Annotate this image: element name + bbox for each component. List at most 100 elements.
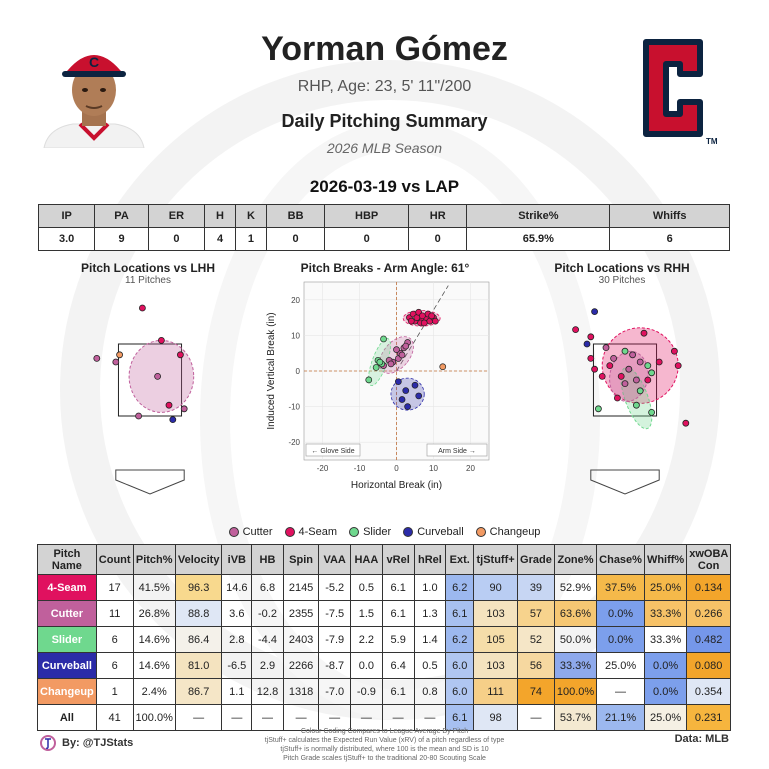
stats-cell-zone: 53.7% xyxy=(553,704,598,731)
pitch-point xyxy=(583,340,591,348)
stats-row-curveball: Curveball 6 14.6% 81.0 -6.5 2.9 2266 -8.7 0.0 6.4… xyxy=(37,652,731,679)
stats-cell-count: 11 xyxy=(95,600,134,627)
stats-cell-ext: 6.0 xyxy=(445,652,475,679)
stats-cell-zone: 50.0% xyxy=(553,626,598,653)
game-title: 2026-03-19 vs LAP xyxy=(309,177,460,196)
stats-cell-vaa: -7.5 xyxy=(318,600,352,627)
legend-label: Slider xyxy=(363,526,392,538)
stats-header-hb: HB xyxy=(251,544,284,575)
footer-data-source: Data: MLB xyxy=(674,733,729,745)
pitch-point xyxy=(648,369,655,377)
stats-cell-vrel: 6.1 xyxy=(381,678,415,705)
stats-cell-vrel: — xyxy=(381,704,415,731)
stats-cell-count: 17 xyxy=(95,574,134,601)
pitch-point xyxy=(602,344,610,351)
pitch-point xyxy=(674,362,682,369)
y-tick-label: 0 xyxy=(296,367,301,376)
pitch-point xyxy=(648,409,655,416)
summary-value-h: 4 xyxy=(204,227,236,251)
footer-credit: By: @TJStats xyxy=(40,735,133,751)
stats-cell-velocity: 81.0 xyxy=(174,652,223,679)
glove-side-box xyxy=(305,443,361,457)
break-point-4seam xyxy=(432,317,439,325)
y-tick-label: 20 xyxy=(291,296,300,305)
pitch-point xyxy=(625,365,633,373)
break-point-curveball xyxy=(402,387,410,394)
stats-pitch-name: All xyxy=(37,704,97,731)
stats-cell-velocity: 96.3 xyxy=(174,574,223,601)
pitch-point xyxy=(670,347,678,355)
stats-cell-chase: 37.5% xyxy=(596,574,645,601)
pitch-stats-table: Pitch Name Count Pitch% Velocity iVB HB Spin VA… xyxy=(37,544,731,731)
stats-cell-whiff: 0.0% xyxy=(643,678,688,705)
stats-cell-ivb: — xyxy=(221,704,253,731)
stats-cell-count: 6 xyxy=(95,652,134,679)
stats-cell-hb: 2.9 xyxy=(251,652,284,679)
pitch-point xyxy=(591,365,598,373)
legend-dot xyxy=(403,527,414,537)
stats-header-ext: Ext. xyxy=(445,544,475,575)
report-title: Daily Pitching Summary xyxy=(281,111,488,131)
legend-item-4seam: 4-Seam xyxy=(284,526,337,538)
pitch-point xyxy=(617,373,625,380)
pitch-point xyxy=(177,351,184,359)
stats-cell-vaa: -8.7 xyxy=(318,652,352,679)
player-headshot: C xyxy=(38,38,150,148)
stats-cell-zone: 63.6% xyxy=(553,600,598,627)
pitch-point xyxy=(135,412,142,420)
stats-cell-spin: 1318 xyxy=(282,678,320,705)
stats-cell-whiff: 25.0% xyxy=(643,704,688,731)
stats-cell-pitch: 26.8% xyxy=(132,600,176,627)
legend-label: Curveball xyxy=(417,526,464,538)
footer-note-4: Pitch Grade scales tjStuff+ to the tradi… xyxy=(283,755,486,762)
stats-cell-xwobacon: 0.231 xyxy=(686,704,731,731)
summary-header-k: K xyxy=(234,204,267,228)
pitch-point xyxy=(595,405,602,413)
stats-cell-zone: 52.9% xyxy=(553,574,598,601)
footer-notes: Colour Coding Compares to League Average… xyxy=(0,727,769,763)
pitch-point xyxy=(139,304,146,312)
break-point-curveball xyxy=(404,403,411,410)
stats-cell-spin: 2403 xyxy=(282,626,320,653)
footer-note-2: tjStuff+ calculates the Expected Run Val… xyxy=(264,737,505,744)
pitch-point xyxy=(614,394,621,402)
stats-cell-hrel: 1.3 xyxy=(413,600,447,627)
pitch-point xyxy=(640,329,648,337)
pitch-point xyxy=(636,387,644,395)
team-logo: TM xyxy=(643,39,718,146)
pitch-point xyxy=(180,405,188,413)
break-point-cutter xyxy=(398,351,406,359)
stats-header-spin: Spin xyxy=(282,544,320,575)
summary-value-hbp: 0 xyxy=(324,227,410,251)
lhh-location-plot xyxy=(93,304,195,495)
summary-header-bb: BB xyxy=(265,204,326,228)
stats-cell-haa: 0.0 xyxy=(350,652,383,679)
lhh-title: Pitch Locations vs LHH xyxy=(80,261,216,275)
stats-pitch-name: Slider xyxy=(37,626,97,653)
stats-cell-ext: 6.2 xyxy=(445,574,475,601)
footer-note-3: tjStuff+ is normally distributed, where … xyxy=(280,746,489,753)
stats-cell-chase: 0.0% xyxy=(596,600,645,627)
stats-header-tjstuff: tjStuff+ xyxy=(473,544,519,575)
stats-cell-hb: 12.8 xyxy=(251,678,284,705)
break-point-curveball xyxy=(398,396,406,403)
stats-cell-haa: — xyxy=(350,704,383,731)
stats-cell-tjstuff: 105 xyxy=(473,626,519,653)
stats-row-slider: Slider 6 14.6% 86.4 2.8 -4.4 2403 -7.9 2.2 5.9 1.4… xyxy=(37,626,731,653)
stats-cell-spin: — xyxy=(282,704,320,731)
stats-header-velocity: Velocity xyxy=(174,544,223,575)
stats-cell-grade: 57 xyxy=(517,600,555,627)
stats-cell-spin: 2145 xyxy=(282,574,320,601)
stats-cell-haa: 2.2 xyxy=(350,626,383,653)
stats-cell-grade: — xyxy=(517,704,555,731)
stats-row-all: All 41 100.0% — — — — — — — —6.1 98—53.7% 21.1% 25.0%… xyxy=(37,704,731,731)
stats-cell-zone: 100.0% xyxy=(553,678,598,705)
break-point-slider xyxy=(372,364,380,371)
summary-header-h: H xyxy=(204,204,236,228)
stats-cell-hb: — xyxy=(251,704,284,731)
stats-cell-zone: 33.3% xyxy=(553,652,598,679)
stats-cell-velocity: 88.8 xyxy=(174,600,223,627)
stats-cell-ext: 6.0 xyxy=(445,678,475,705)
pitch-point xyxy=(633,376,640,384)
pitch-point xyxy=(682,419,690,427)
